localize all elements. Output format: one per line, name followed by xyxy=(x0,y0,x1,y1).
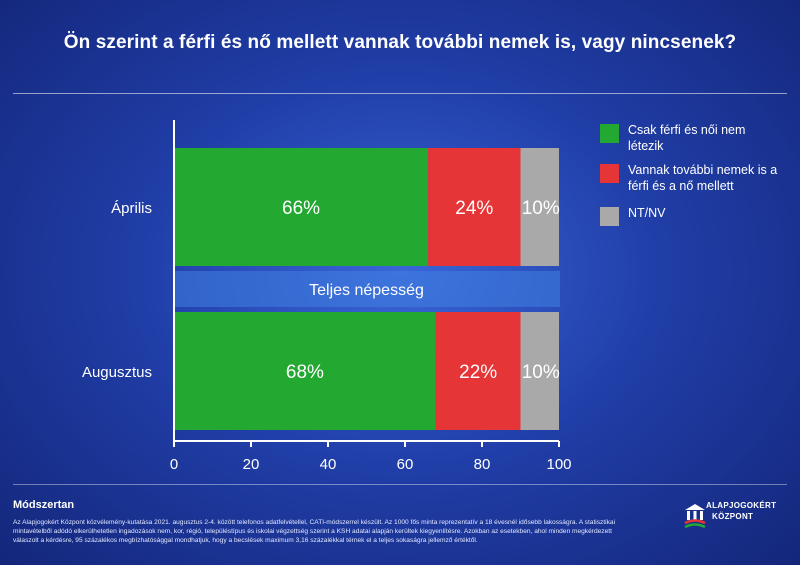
data-label: 66% xyxy=(282,198,320,219)
x-tick-label: 40 xyxy=(320,456,337,473)
bar-segment xyxy=(174,148,429,266)
data-label: 24% xyxy=(455,198,493,219)
data-label: 22% xyxy=(459,362,497,383)
legend-label: NT/NV xyxy=(628,206,666,220)
legend-item-nt-nv: NT/NV xyxy=(600,205,778,226)
legend-swatch-green xyxy=(600,124,619,143)
bottom-divider xyxy=(13,484,787,485)
bar-segment xyxy=(520,312,559,430)
data-label: 10% xyxy=(522,198,560,219)
population-band-label: Teljes népesség xyxy=(309,282,424,299)
x-tick-label: 60 xyxy=(397,456,414,473)
data-label: 68% xyxy=(286,362,324,383)
legend-item-only-two: Csak férfi és női nem létezik xyxy=(600,122,778,154)
x-tick-label: 100 xyxy=(546,456,571,473)
methodology-heading: Módszertan xyxy=(13,499,75,511)
stacked-bar-chart: Teljes népesség 66% 24% 10% Április 68% 22% 10%… xyxy=(82,148,571,473)
legend-swatch-red xyxy=(600,164,619,183)
alapjogokert-kozpont-logo: ALAPJOGOKÉRT KÖZPONT xyxy=(682,496,792,556)
chart-title: Ön szerint a férfi és nő mellett vannak … xyxy=(63,32,737,53)
logo-text-line1: ALAPJOGOKÉRT xyxy=(706,501,777,510)
bar-segment xyxy=(520,148,559,266)
legend-item-more-genders: Vannak további nemek is a férfi és a nő … xyxy=(600,162,778,194)
legend-label: Vannak további nemek is a férfi és a nő … xyxy=(628,163,778,193)
methodology-text: Az Alapjogokért Központ közvélemény-kuta… xyxy=(13,519,616,544)
category-label: Augusztus xyxy=(82,364,152,381)
logo-text-line2: KÖZPONT xyxy=(712,512,754,521)
x-tick-label: 20 xyxy=(243,456,260,473)
x-tick-label: 80 xyxy=(474,456,491,473)
data-label: 10% xyxy=(522,362,560,383)
bar-segment xyxy=(174,312,436,430)
category-label: Április xyxy=(111,200,152,217)
legend-label: Csak férfi és női nem létezik xyxy=(628,123,746,153)
x-tick-label: 0 xyxy=(170,456,178,473)
legend-swatch-gray xyxy=(600,207,619,226)
logo-mark-icon xyxy=(684,504,706,529)
top-divider xyxy=(13,93,787,94)
population-band xyxy=(175,271,560,307)
bar-segment xyxy=(435,312,521,430)
bar-segment xyxy=(428,148,521,266)
